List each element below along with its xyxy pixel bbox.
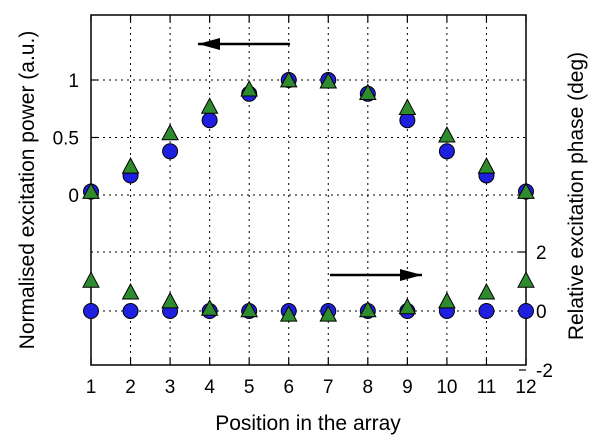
triangle-marker (161, 123, 179, 141)
y-left-tick-label: 0.5 (53, 129, 79, 150)
y-right-tick-label: 2 (536, 243, 547, 264)
y-axis-label-right: Relative excitation phase (deg) (565, 52, 588, 340)
arrow-left-head (198, 38, 220, 50)
triangle-marker (121, 282, 140, 300)
x-tick-label: 6 (283, 377, 294, 398)
triangle-marker (358, 83, 377, 100)
triangle-marker (82, 182, 100, 199)
arrow-right-head (400, 269, 422, 281)
x-tick-label: 4 (204, 377, 215, 398)
y-left-tick-label: 1 (68, 71, 79, 92)
circle-marker (162, 143, 179, 160)
triangle-marker (240, 300, 259, 318)
x-tick-label: 8 (363, 377, 374, 398)
y-right-tick-label: -2 (536, 361, 553, 382)
triangle-marker (319, 71, 338, 89)
annotation-arrows (198, 38, 422, 281)
circle-marker (201, 112, 218, 129)
x-axis-label: Position in the array (215, 412, 401, 435)
triangle-marker (200, 97, 219, 114)
y-left-tick-label: 0 (68, 186, 79, 207)
grid-lines (91, 15, 526, 365)
x-tick-label: 5 (244, 377, 255, 398)
triangle-marker (240, 79, 259, 97)
x-tick-label: 3 (165, 377, 176, 398)
circle-marker (83, 303, 99, 319)
x-tick-label: 2 (125, 377, 136, 398)
triangle-marker (517, 182, 535, 199)
data-marks (82, 70, 535, 322)
triangle-marker (121, 157, 140, 174)
triangle-marker (200, 299, 219, 316)
triangle-marker (358, 300, 377, 318)
triangle-marker (398, 297, 417, 315)
x-tick-label: 10 (436, 377, 457, 398)
x-tick-label: 1 (86, 377, 97, 398)
triangle-marker (82, 271, 100, 288)
y-axis-label-left: Normalised excitation power (a.u.) (16, 31, 39, 350)
circle-marker (122, 303, 139, 319)
triangle-marker (398, 98, 417, 115)
triangle-marker (279, 305, 298, 322)
triangle-marker (161, 291, 179, 309)
circle-marker (399, 112, 416, 129)
circle-marker (478, 303, 495, 319)
triangle-marker (319, 305, 338, 322)
triangle-marker (477, 282, 496, 300)
triangle-marker (438, 291, 456, 309)
triangle-marker (517, 271, 535, 288)
triangle-marker (279, 70, 298, 88)
circle-marker (438, 143, 455, 160)
x-tick-label: 12 (515, 377, 536, 398)
x-tick-label: 7 (323, 377, 334, 398)
plot-frame (90, 14, 527, 366)
triangle-marker (477, 157, 496, 174)
circle-marker (518, 303, 534, 319)
y-right-tick-label: 0 (536, 302, 547, 323)
triangle-marker (438, 125, 456, 143)
x-tick-label: 9 (402, 377, 413, 398)
x-tick-label: 11 (477, 377, 497, 398)
